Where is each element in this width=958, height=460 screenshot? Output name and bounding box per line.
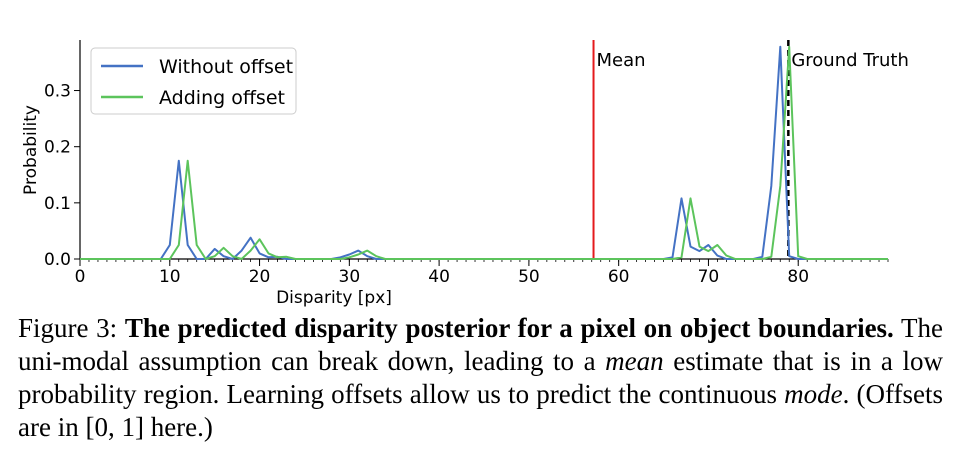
y-tick-label: 0.2 bbox=[44, 138, 71, 158]
x-tick-label: 0 bbox=[75, 267, 86, 287]
x-tick-label: 20 bbox=[249, 267, 271, 287]
series-line-adding-offset bbox=[80, 45, 888, 260]
ground-truth-label: Ground Truth bbox=[791, 50, 909, 71]
caption-math: [0, 1] bbox=[85, 412, 144, 442]
legend-label: Without offset bbox=[159, 56, 293, 78]
x-axis-label: Disparity [px] bbox=[276, 288, 392, 308]
caption-text-2: estimate that is in a low probability re… bbox=[18, 346, 943, 409]
plot-area: 0 10 20 30 40 50 60 70 80 0.0 0.1 0.2 0.3 Disparity [… bbox=[21, 40, 909, 308]
caption-italic-mean: mean bbox=[605, 346, 664, 376]
caption-prefix: Figure 3: bbox=[18, 313, 125, 343]
mean-label: Mean bbox=[597, 50, 646, 71]
y-tick-label: 0.0 bbox=[44, 250, 71, 270]
caption-text-4: here.) bbox=[143, 412, 213, 442]
figure-caption: Figure 3: The predicted disparity poster… bbox=[18, 312, 943, 444]
x-tick-label: 40 bbox=[428, 267, 450, 287]
x-tick-label: 70 bbox=[698, 267, 720, 287]
caption-italic-mode: mode bbox=[784, 379, 843, 409]
y-tick-label: 0.3 bbox=[44, 82, 71, 102]
x-tick-label: 10 bbox=[159, 267, 181, 287]
disparity-chart: 0 10 20 30 40 50 60 70 80 0.0 0.1 0.2 0.3 Disparity [… bbox=[21, 40, 909, 308]
x-tick-label: 80 bbox=[787, 267, 809, 287]
caption-text-3: . (Offsets are in bbox=[18, 379, 943, 442]
caption-text-1: The uni-modal assumption can break down,… bbox=[18, 313, 943, 376]
y-axis-label: Probability bbox=[21, 105, 41, 195]
x-tick-label: 60 bbox=[608, 267, 630, 287]
x-tick-label: 50 bbox=[518, 267, 540, 287]
x-tick-label: 30 bbox=[339, 267, 361, 287]
legend-label: Adding offset bbox=[159, 87, 285, 109]
y-tick-label: 0.1 bbox=[44, 194, 71, 214]
caption-bold: The predicted disparity posterior for a … bbox=[124, 313, 894, 343]
